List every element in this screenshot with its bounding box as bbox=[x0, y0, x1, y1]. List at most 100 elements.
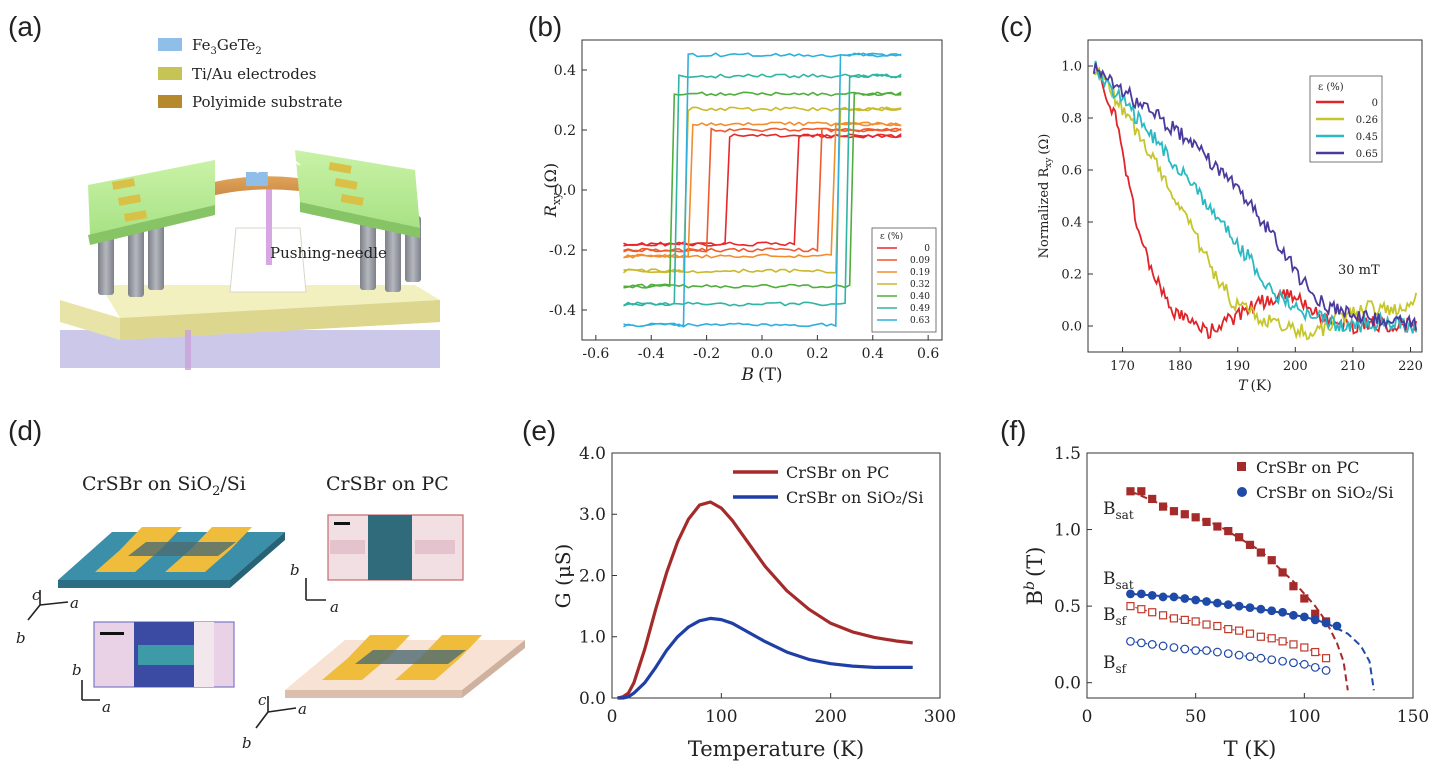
data-point bbox=[1169, 592, 1179, 602]
data-point bbox=[1289, 640, 1298, 649]
x-tick-label: 0.6 bbox=[917, 346, 939, 362]
data-point bbox=[1136, 589, 1146, 599]
data-point bbox=[1224, 624, 1233, 634]
x-tick-label: 180 bbox=[1168, 359, 1193, 374]
y-tick-label: 4.0 bbox=[579, 444, 606, 464]
legend-entry: 0 bbox=[1372, 98, 1378, 109]
x-tick-label: 170 bbox=[1110, 359, 1135, 374]
axis-b-right: b bbox=[290, 561, 300, 579]
legend-entry: CrSBr on SiO₂/Si bbox=[786, 488, 923, 507]
x-tick-label: 150 bbox=[1397, 707, 1429, 727]
data-point bbox=[1126, 589, 1135, 599]
data-point bbox=[1234, 650, 1244, 660]
loop-0.40 bbox=[623, 91, 902, 289]
panel-label-d: (d) bbox=[8, 415, 42, 446]
data-point bbox=[1169, 643, 1179, 652]
y-tick-label: 2.0 bbox=[579, 566, 606, 586]
axes-pair-mid bbox=[81, 680, 100, 701]
data-point bbox=[1245, 540, 1255, 549]
data-point bbox=[1169, 614, 1179, 623]
panel-a: (a) Fe3GeTe2 Ti/Au electrodes Polyimide … bbox=[8, 11, 440, 370]
x-tick-label: 50 bbox=[1185, 707, 1207, 727]
chart-e: (e) 0 100 200 300 0.0 1.0 2.0 3.0 4.0 CrSBr on PC… bbox=[522, 415, 956, 761]
curve-e bbox=[617, 616, 913, 700]
data-point bbox=[1278, 607, 1287, 617]
data-point bbox=[1321, 654, 1331, 663]
x-tick-label: 100 bbox=[1288, 707, 1320, 727]
data-point bbox=[1191, 595, 1201, 605]
data-point bbox=[1126, 602, 1135, 611]
chart-b: (b) -0.6 -0.4 -0.2 0.0 0.2 0.4 0.6 -0.4 -0.2 0.0 0… bbox=[528, 11, 943, 385]
legend-entry: CrSBr on PC bbox=[786, 463, 889, 482]
legend-c: ε (%) 0 0.26 0.45 0.65 bbox=[1309, 75, 1383, 163]
axis-c-br: c bbox=[258, 691, 267, 709]
data-point bbox=[1310, 615, 1320, 625]
axis-a-right: a bbox=[330, 598, 339, 616]
data-point bbox=[1147, 640, 1157, 649]
annotation-main: B bbox=[1103, 605, 1116, 625]
data-point bbox=[1299, 612, 1309, 622]
title-pc: CrSBr on PC bbox=[326, 473, 449, 495]
annotation-sat: Bsat bbox=[1103, 499, 1134, 522]
x-axis-label: T (K) bbox=[1238, 378, 1272, 394]
data-point bbox=[1289, 582, 1298, 591]
data-point bbox=[1311, 647, 1320, 657]
x-tick-label: 0.0 bbox=[751, 346, 773, 362]
data-point bbox=[1202, 620, 1211, 629]
legend-entry: 0.32 bbox=[910, 280, 930, 290]
y-axis-label-unit: (T) bbox=[1023, 547, 1047, 577]
data-point bbox=[1223, 649, 1233, 658]
y-axis-label-unit: (Ω) bbox=[541, 163, 560, 189]
x-tick-label: 0.4 bbox=[862, 346, 884, 362]
data-point bbox=[1158, 592, 1168, 602]
data-point bbox=[1191, 617, 1200, 626]
x-axis-label: Temperature (K) bbox=[688, 737, 864, 761]
x-tick-label: 0 bbox=[607, 707, 618, 727]
data-point bbox=[1256, 548, 1265, 557]
data-point bbox=[1169, 507, 1179, 516]
data-point bbox=[1234, 601, 1244, 611]
data-point bbox=[1278, 637, 1287, 646]
data-point bbox=[1212, 647, 1222, 657]
y-tick-label: 1.0 bbox=[579, 628, 606, 648]
x-axis-label: T (K) bbox=[1224, 737, 1277, 761]
curve-0.65 bbox=[1092, 62, 1418, 332]
data-point bbox=[1137, 605, 1146, 614]
data-point bbox=[1235, 533, 1244, 542]
data-point bbox=[1267, 606, 1277, 616]
plot-frame bbox=[1086, 452, 1414, 699]
x-tick-label: 0.2 bbox=[806, 346, 828, 362]
panel-label-e: (e) bbox=[522, 415, 556, 446]
data-point bbox=[1158, 641, 1168, 651]
loop-0.32 bbox=[623, 106, 902, 274]
y-tick-label: 0.0 bbox=[554, 183, 576, 199]
axis-b-br: b bbox=[242, 734, 252, 752]
data-point bbox=[1148, 608, 1157, 617]
annotation-sub: sat bbox=[1116, 578, 1134, 592]
y-axis-label-sub: xy bbox=[550, 192, 563, 205]
legend-frame bbox=[871, 227, 937, 333]
legend-entry: 0.49 bbox=[910, 304, 930, 314]
annotation-sf: Bsf bbox=[1103, 605, 1128, 628]
data-point bbox=[1180, 510, 1189, 519]
x-axis-label: B (T) bbox=[740, 365, 782, 385]
axis-a-mid: a bbox=[102, 698, 111, 716]
axis-a-br: a bbox=[298, 700, 307, 718]
y-axis-label-unit: (Ω) bbox=[1037, 134, 1052, 155]
legend-swatch-fe3gete2 bbox=[158, 38, 182, 51]
device-sio2 bbox=[58, 527, 285, 588]
data-point bbox=[1245, 603, 1255, 613]
data-point bbox=[1158, 611, 1168, 620]
loop-0.49 bbox=[623, 73, 902, 307]
data-point bbox=[1289, 610, 1298, 620]
y-tick-label: 0.8 bbox=[1061, 112, 1082, 127]
legend-entry: 0.26 bbox=[1356, 115, 1378, 126]
axis-c-left: c bbox=[32, 586, 41, 604]
data-point bbox=[1332, 621, 1342, 631]
loop-0.19 bbox=[623, 121, 902, 259]
y-axis-label: Normalized Rxy (Ω) bbox=[1037, 134, 1054, 259]
y-tick-label: -0.4 bbox=[549, 303, 576, 319]
legend-title: ε (%) bbox=[880, 231, 903, 242]
panel-d: (d) CrSBr on SiO2/Si CrSBr on PC c b a b… bbox=[8, 415, 525, 752]
